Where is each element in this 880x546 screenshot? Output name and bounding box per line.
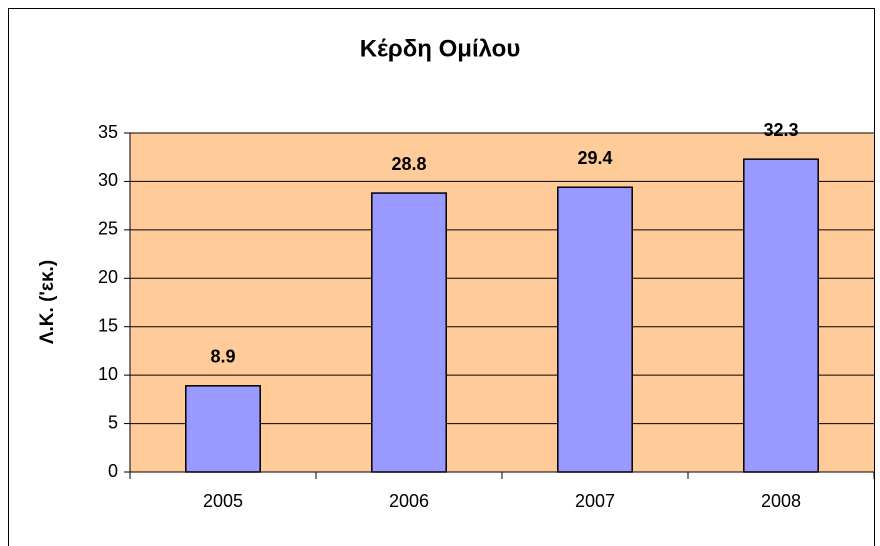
bar [557, 186, 633, 473]
chart-title: Κέρδη Ομίλου [360, 35, 521, 62]
y-tick-label: 10 [98, 364, 118, 384]
bar [185, 385, 261, 473]
y-tick-label: 20 [98, 267, 118, 287]
x-tick-label: 2007 [575, 491, 615, 511]
data-label: 29.4 [577, 148, 612, 168]
data-label: 28.8 [391, 154, 426, 174]
y-tick-label: 15 [98, 315, 118, 335]
y-axis-label: Λ.Κ. ('εκ.) [37, 260, 58, 344]
y-tick-label: 25 [98, 219, 118, 239]
y-tick-label: 30 [98, 170, 118, 190]
y-tick-label: 0 [108, 461, 118, 481]
data-label: 32.3 [763, 120, 798, 140]
data-label: 8.9 [210, 347, 235, 367]
bar [743, 158, 819, 473]
y-tick-label: 35 [98, 122, 118, 142]
y-tick-label: 5 [108, 412, 118, 432]
x-tick-label: 2006 [389, 491, 429, 511]
bar [371, 192, 447, 473]
x-tick-label: 2005 [203, 491, 243, 511]
x-tick-label: 2008 [761, 491, 801, 511]
